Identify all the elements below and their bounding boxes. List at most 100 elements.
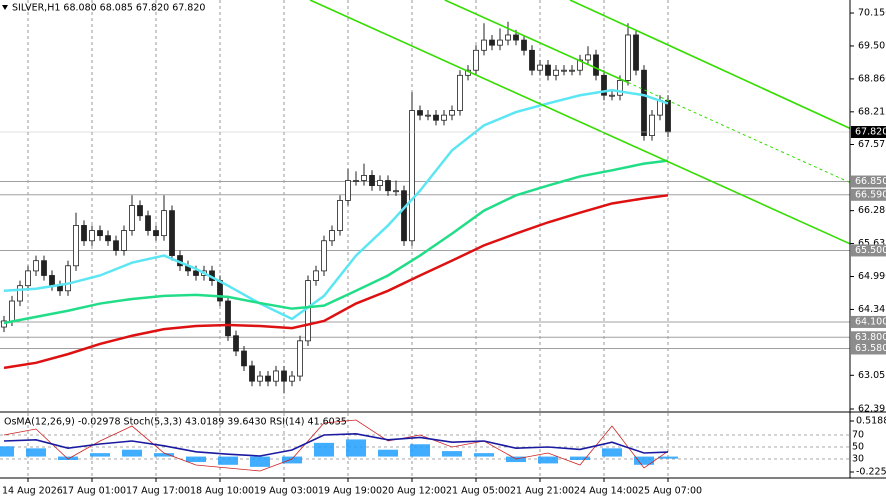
candle-body bbox=[321, 240, 327, 272]
x-tick-label: 17 Aug 17:00 bbox=[126, 486, 190, 497]
last-price-label: 67.820 bbox=[855, 126, 886, 137]
y-tick-label: 68.860 bbox=[858, 73, 886, 84]
trend-line bbox=[309, 0, 850, 245]
oscillator-line bbox=[3, 433, 669, 457]
candle-body bbox=[313, 270, 319, 281]
trend-line bbox=[627, 82, 850, 184]
x-tick-label: 20 Aug 12:00 bbox=[382, 486, 446, 497]
candle-body bbox=[481, 39, 487, 51]
candle-body bbox=[145, 215, 151, 231]
candle-body bbox=[385, 180, 391, 192]
candle-body bbox=[153, 230, 159, 237]
y2-tick-label: 70 bbox=[852, 430, 864, 441]
level-label: 66.590 bbox=[855, 189, 886, 200]
menu-triangle bbox=[2, 5, 8, 10]
y-tick-label: 64.345 bbox=[858, 304, 886, 315]
x-tick-label: 14 Aug 2026 bbox=[2, 486, 63, 497]
candle-body bbox=[665, 99, 671, 133]
candle-body bbox=[601, 74, 607, 96]
level-tag bbox=[851, 175, 886, 188]
candle-body bbox=[169, 210, 175, 256]
level-label: 64.100 bbox=[855, 316, 886, 327]
candle-body bbox=[81, 225, 87, 242]
main-plot bbox=[0, 0, 850, 411]
candle-body bbox=[409, 110, 415, 242]
candle-body bbox=[489, 39, 495, 46]
trend-line bbox=[569, 0, 850, 130]
candle-body bbox=[569, 69, 575, 72]
x-tick-label: 17 Aug 01:00 bbox=[62, 486, 126, 497]
candle-body bbox=[257, 375, 263, 382]
osma-bar bbox=[122, 449, 142, 457]
osma-bar bbox=[154, 453, 174, 457]
candle-body bbox=[585, 54, 591, 61]
candle-body bbox=[449, 110, 455, 116]
candle-body bbox=[641, 69, 647, 136]
candle-body bbox=[425, 114, 431, 117]
candle-body bbox=[633, 34, 639, 71]
level-tag bbox=[851, 315, 886, 328]
candle-body bbox=[305, 280, 311, 342]
candle-body bbox=[241, 350, 247, 367]
candle-body bbox=[505, 34, 511, 41]
candle-body bbox=[649, 114, 655, 136]
osma-bar bbox=[282, 456, 302, 464]
y-tick-label: 63.055 bbox=[858, 370, 886, 381]
indicator-plot bbox=[0, 413, 850, 478]
y-tick-label: 62.395 bbox=[858, 404, 886, 415]
trend-line bbox=[444, 0, 629, 84]
x-tick-label: 24 Aug 14:00 bbox=[574, 486, 638, 497]
x-tick-label: 21 Aug 05:00 bbox=[446, 486, 510, 497]
candle-body bbox=[9, 300, 15, 322]
osma-bar bbox=[346, 439, 366, 457]
candle-body bbox=[273, 370, 279, 382]
x-tick-label: 18 Aug 10:00 bbox=[190, 486, 254, 497]
osma-bar bbox=[378, 449, 398, 457]
candle-body bbox=[561, 69, 567, 72]
indicator-title: OsMA(12,26,9) -0.02978 Stoch(5,3,3) 43.0… bbox=[4, 417, 347, 428]
level-tag bbox=[851, 244, 886, 257]
candle-body bbox=[553, 69, 559, 76]
candle-body bbox=[329, 230, 335, 242]
candle-body bbox=[337, 200, 343, 231]
candle-body bbox=[609, 94, 615, 97]
moving-average bbox=[3, 159, 669, 325]
osma-bar bbox=[26, 448, 46, 457]
osma-bar bbox=[186, 456, 206, 463]
candle-body bbox=[249, 365, 255, 382]
candle-body bbox=[121, 230, 127, 251]
level-tag bbox=[851, 188, 886, 201]
candle-body bbox=[233, 335, 239, 352]
y-tick-label: 70.150 bbox=[858, 8, 886, 19]
y2-tick-label: 30 bbox=[852, 453, 864, 464]
y2-tick-label: 50 bbox=[852, 441, 864, 452]
candle-body bbox=[41, 260, 47, 276]
candle-body bbox=[361, 174, 367, 181]
candle-body bbox=[297, 340, 303, 377]
candle-body bbox=[129, 205, 135, 231]
candle-body bbox=[193, 270, 199, 276]
candle-body bbox=[441, 114, 447, 121]
y-tick-label: -0.2250 bbox=[856, 467, 886, 478]
y-tick-label: 69.505 bbox=[858, 40, 886, 51]
candle-body bbox=[281, 370, 287, 382]
candle-body bbox=[497, 39, 503, 46]
candle-body bbox=[625, 34, 631, 81]
chart-title: SILVER,H1 68.080 68.085 67.820 67.820 bbox=[12, 3, 205, 14]
last-price-tag bbox=[851, 125, 886, 138]
candle-body bbox=[545, 64, 551, 76]
candle-body bbox=[345, 180, 351, 201]
x-tick-label: 19 Aug 19:00 bbox=[318, 486, 382, 497]
candle-body bbox=[113, 240, 119, 251]
candle-body bbox=[265, 375, 271, 382]
y-tick-label: 67.575 bbox=[858, 139, 886, 150]
candle-body bbox=[401, 190, 407, 242]
osma-bar bbox=[474, 453, 494, 457]
osma-bar bbox=[90, 453, 110, 457]
candle-body bbox=[89, 230, 95, 242]
osma-bar bbox=[58, 456, 78, 461]
osma-bar bbox=[570, 456, 590, 461]
level-label: 65.500 bbox=[855, 245, 886, 256]
